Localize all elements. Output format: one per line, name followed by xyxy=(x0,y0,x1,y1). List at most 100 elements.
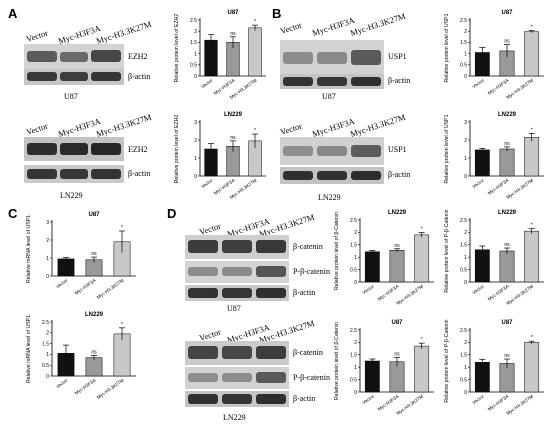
significance-label: * xyxy=(531,223,533,229)
protein-label: β-actin xyxy=(293,288,316,297)
bar xyxy=(113,333,131,377)
lane-label-k27m: Myc-H3.3K27M xyxy=(94,18,153,46)
bar xyxy=(364,360,380,393)
y-tick-label: 2 xyxy=(464,29,467,35)
lane-label-vector: Vector xyxy=(24,27,50,44)
cell-line-label: U87 xyxy=(227,304,241,313)
y-tick-label: 0 xyxy=(464,280,467,286)
lane-label-k27m: Myc-H3.3K27M xyxy=(348,10,407,38)
significance-label: ns xyxy=(394,243,400,249)
significance-label: ns xyxy=(91,251,97,257)
bar xyxy=(499,148,515,177)
blot-strip-actin xyxy=(280,167,384,184)
x-tick-label: Myc-H3.3K27M xyxy=(395,394,424,416)
bar xyxy=(474,249,490,283)
significance-label: * xyxy=(254,128,256,134)
x-tick-label: Vector xyxy=(200,177,214,189)
blot-strip-catenin xyxy=(185,341,289,365)
protein-label: β-actin xyxy=(388,170,411,179)
cell-line-label: U87 xyxy=(64,92,78,101)
x-tick-label: Myc-H3F3A xyxy=(487,177,510,196)
bar-chart-b-ln229: LN229 Relative protein level of USP1 0 1 2 3 V… xyxy=(444,112,544,200)
y-tick-label: 0.5 xyxy=(190,63,197,69)
protein-label: EZH2 xyxy=(128,52,148,61)
y-tick-label: 2 xyxy=(464,138,467,144)
bar-chart-d-ln229-p-catenin: LN229 Relative protein level of P-β-Caten… xyxy=(444,209,544,306)
bar-chart-d-ln229-catenin: LN229 Relative protein level of β-Catenin… xyxy=(334,210,434,306)
significance-label: ns xyxy=(91,349,97,355)
panel-letter-c: C xyxy=(8,206,18,221)
y-tick-label: 1 xyxy=(194,156,197,162)
y-tick-label: 0.5 xyxy=(350,267,357,273)
x-tick-label: Myc-H3F3A xyxy=(74,377,97,396)
significance-label: * xyxy=(531,127,533,133)
x-tick-label: Myc-H3F3A xyxy=(487,393,510,412)
y-axis-label: Relative protein level of EZH2 xyxy=(174,115,180,184)
y-tick-label: 0 xyxy=(354,280,357,286)
blot-a-u87: Vector Myc-H3F3A Myc-H3.3K27M EZH2 β-act… xyxy=(0,0,170,105)
bar xyxy=(57,258,75,277)
chart-title: LN229 xyxy=(224,112,243,118)
y-tick-label: 1 xyxy=(46,256,49,262)
x-tick-label: Myc-H3.3K27M xyxy=(96,278,125,300)
y-tick-label: 1 xyxy=(354,255,357,261)
x-tick-label: Myc-H3F3A xyxy=(74,277,97,296)
protein-label: β-catenin xyxy=(293,242,323,251)
y-tick-label: 2.5 xyxy=(460,218,467,224)
y-tick-label: 0 xyxy=(194,74,197,80)
blot-strip-ezh2 xyxy=(24,44,124,69)
chart-title: U87 xyxy=(227,10,239,16)
blot-a-ln229: Vector Myc-H3F3A Myc-H3.3K27M EZH2 β-act… xyxy=(0,105,170,205)
significance-label: * xyxy=(531,335,533,341)
x-tick-label: Vector xyxy=(471,177,485,189)
bar xyxy=(364,251,380,283)
y-axis-label: Relative protein level of β-Catenin xyxy=(334,322,340,400)
significance-label: * xyxy=(254,19,256,25)
panel-letter-b: B xyxy=(272,6,282,21)
bar-chart-c-u87: U87 Relative mRNA level of USP1 0 1 2 3 Vector… xyxy=(26,212,136,300)
bar xyxy=(248,27,262,77)
y-tick-label: 2 xyxy=(46,331,49,337)
x-tick-label: Myc-H3F3A xyxy=(377,283,400,302)
x-tick-label: Myc-H3F3A xyxy=(487,77,510,96)
blot-strip-usp1 xyxy=(280,40,384,74)
bar xyxy=(85,357,103,377)
blot-d-ln229: Vector Myc-H3F3A Myc-H3.3K27M β-catenin … xyxy=(175,315,335,426)
significance-label: ns xyxy=(504,242,510,248)
protein-label: β-actin xyxy=(128,72,151,81)
protein-label: β-actin xyxy=(293,394,316,403)
bar-chart-a-ln229: LN229 Relative protein level of EZH2 0 1 2 3 V… xyxy=(174,112,266,200)
x-tick-label: Myc-H3.3K27M xyxy=(96,378,125,400)
bar xyxy=(524,31,540,77)
lane-label-vector: Vector xyxy=(278,19,304,36)
protein-label: USP1 xyxy=(388,145,407,154)
x-tick-label: Myc-H3.3K27M xyxy=(505,394,534,416)
chart-title: LN229 xyxy=(388,210,407,216)
bar xyxy=(389,250,405,283)
bar xyxy=(414,234,430,283)
y-axis-label: Relative protein level of P-β-Catenin xyxy=(444,319,450,402)
y-tick-label: 1.5 xyxy=(42,341,49,347)
y-axis-label: Relative mRNA level of USP1 xyxy=(26,315,32,383)
protein-label: β-actin xyxy=(388,76,411,85)
bar xyxy=(524,137,540,177)
y-tick-label: 2 xyxy=(194,138,197,144)
y-tick-label: 0 xyxy=(464,390,467,396)
lane-label-h3f3a: Myc-H3F3A xyxy=(56,115,102,139)
y-tick-label: 1 xyxy=(464,365,467,371)
lane-label-h3f3a: Myc-H3F3A xyxy=(310,14,356,39)
y-tick-label: 0 xyxy=(46,274,49,280)
significance-label: ns xyxy=(230,135,236,141)
y-axis-label: Relative protein level of USP1 xyxy=(444,13,450,82)
y-tick-label: 2.5 xyxy=(42,320,49,326)
y-tick-label: 1.5 xyxy=(460,353,467,359)
y-tick-label: 1.5 xyxy=(190,40,197,46)
panel-letter-d: D xyxy=(167,206,177,221)
x-tick-label: Vector xyxy=(361,393,375,405)
x-tick-label: Myc-H3.3K27M xyxy=(505,78,534,100)
x-tick-label: Myc-H3F3A xyxy=(487,283,510,302)
x-tick-label: Vector xyxy=(471,393,485,405)
cell-line-label: U87 xyxy=(322,92,336,101)
y-tick-label: 2 xyxy=(464,340,467,346)
blot-b-ln229: Vector Myc-H3F3A Myc-H3.3K27M USP1 β-act… xyxy=(270,105,420,205)
